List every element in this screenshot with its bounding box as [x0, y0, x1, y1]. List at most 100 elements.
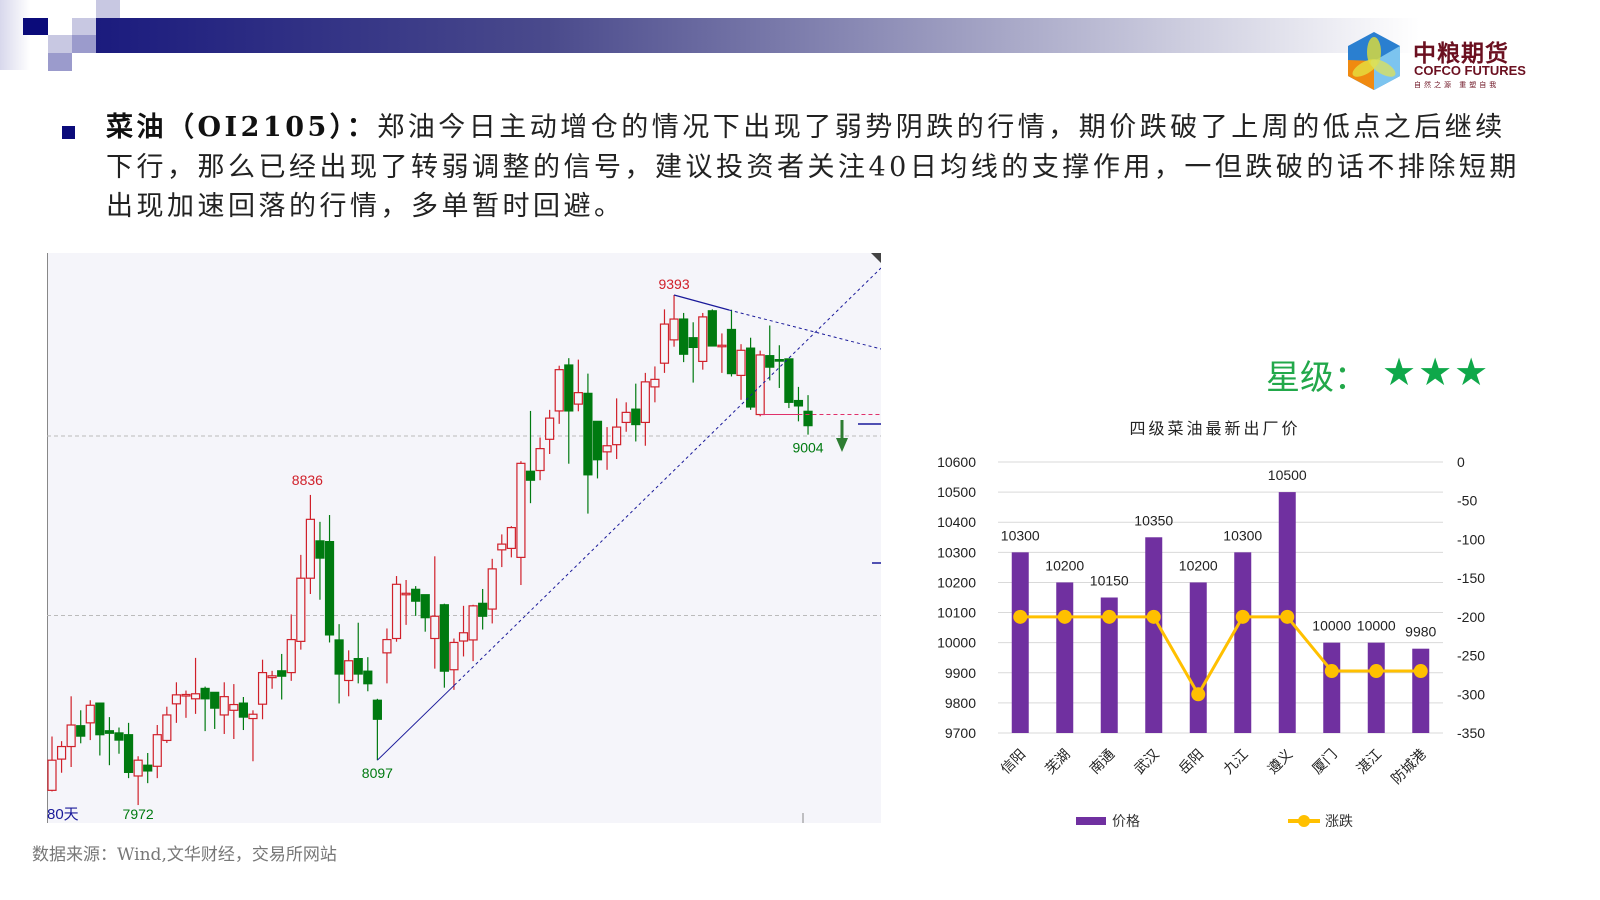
candle-body: [650, 378, 660, 388]
candle: [401, 579, 411, 625]
candle: [248, 710, 258, 762]
candle-body: [736, 349, 746, 377]
candle: [736, 344, 746, 400]
low-label: 7972: [123, 806, 154, 822]
header-square: [48, 35, 72, 53]
candle: [525, 410, 536, 504]
candle-body: [420, 594, 430, 619]
category-label: 厦门: [1309, 747, 1340, 778]
candle-body: [707, 310, 717, 347]
candle-body: [746, 347, 756, 408]
candle-body: [171, 694, 182, 705]
candle-body: [56, 745, 67, 760]
candle-body: [583, 392, 593, 476]
candlestick-chart: 80天 9393 7972 8836 8097 9004: [47, 253, 881, 823]
change-point: [1324, 664, 1339, 679]
candle-body: [774, 359, 784, 362]
change-point: [1013, 609, 1028, 624]
candle-body: [717, 344, 727, 348]
candle: [95, 702, 105, 756]
rating-label: 星级：: [1266, 358, 1368, 398]
category-label: 九江: [1220, 747, 1251, 778]
candle: [411, 586, 421, 616]
candle: [56, 741, 67, 773]
bar: [1145, 537, 1163, 733]
header-square: [72, 18, 96, 35]
candle-body: [286, 638, 296, 674]
candle: [621, 402, 631, 432]
candle: [554, 365, 564, 424]
bar-value-label: 10300: [1001, 527, 1040, 543]
candle-body: [554, 369, 564, 412]
candle: [640, 372, 650, 446]
candle-body: [679, 318, 689, 355]
candle-body: [296, 577, 306, 642]
candle: [487, 558, 497, 624]
corner-marker-icon: [871, 253, 881, 263]
candle-body: [669, 318, 679, 341]
bar: [1412, 648, 1430, 733]
bar: [1100, 597, 1118, 733]
candle-body: [200, 687, 210, 700]
candle: [669, 295, 679, 347]
logo-slogan: 自然之源 重塑自我: [1414, 81, 1500, 89]
candle: [583, 373, 593, 514]
candle: [535, 437, 545, 481]
candle-body: [334, 639, 344, 675]
candle-body: [688, 337, 698, 349]
category-label: 南通: [1087, 747, 1118, 778]
candle-body: [315, 540, 325, 559]
candle: [726, 309, 737, 377]
candle: [162, 706, 172, 743]
category-label: 遵义: [1264, 746, 1296, 778]
bar: [1234, 552, 1252, 733]
candle-body: [66, 724, 76, 748]
candle-body: [162, 714, 172, 742]
right-axis-tick: -150: [1457, 570, 1485, 586]
logo-text-cn: 中粮期货: [1413, 41, 1509, 67]
candle: [707, 309, 717, 347]
candle-body: [516, 462, 526, 558]
candle: [564, 358, 574, 464]
candle: [631, 383, 641, 442]
category-label: 岳阳: [1176, 747, 1207, 778]
candle: [344, 650, 354, 697]
candle-body: [525, 470, 536, 481]
change-point: [1146, 609, 1161, 624]
legend-change-marker: [1298, 815, 1310, 827]
candle-body: [363, 670, 373, 685]
candle: [219, 682, 229, 734]
right-axis-tick: 0: [1457, 454, 1465, 470]
candle-body: [181, 693, 191, 697]
candle: [698, 312, 708, 370]
candle: [478, 588, 488, 630]
header-square: [72, 35, 96, 53]
candle-body: [219, 696, 229, 716]
candle-body: [430, 615, 440, 640]
candle-body: [190, 693, 201, 700]
candle-body: [382, 638, 392, 654]
candle: [688, 322, 698, 383]
mid-low-label: 8097: [362, 765, 393, 781]
candle: [286, 614, 296, 681]
candle-body: [573, 392, 583, 405]
legend-price-swatch: [1076, 817, 1106, 825]
left-axis-tick: 9700: [945, 725, 976, 741]
bar-value-label: 10300: [1223, 527, 1262, 543]
candle-body: [104, 730, 115, 734]
change-point: [1191, 687, 1206, 702]
bar-value-label: 10200: [1045, 557, 1084, 573]
bar-value-label: 10000: [1357, 618, 1396, 634]
candle: [602, 427, 612, 470]
left-axis-tick: 10200: [937, 574, 976, 590]
candle-body: [47, 759, 57, 791]
candle-body: [659, 323, 670, 364]
candle: [793, 386, 804, 422]
candle-body: [765, 355, 775, 368]
candle: [133, 756, 143, 806]
candle-body: [640, 381, 650, 424]
candle-body: [229, 703, 239, 711]
candle: [85, 700, 95, 741]
candle: [430, 556, 440, 669]
candle-body: [123, 734, 134, 773]
